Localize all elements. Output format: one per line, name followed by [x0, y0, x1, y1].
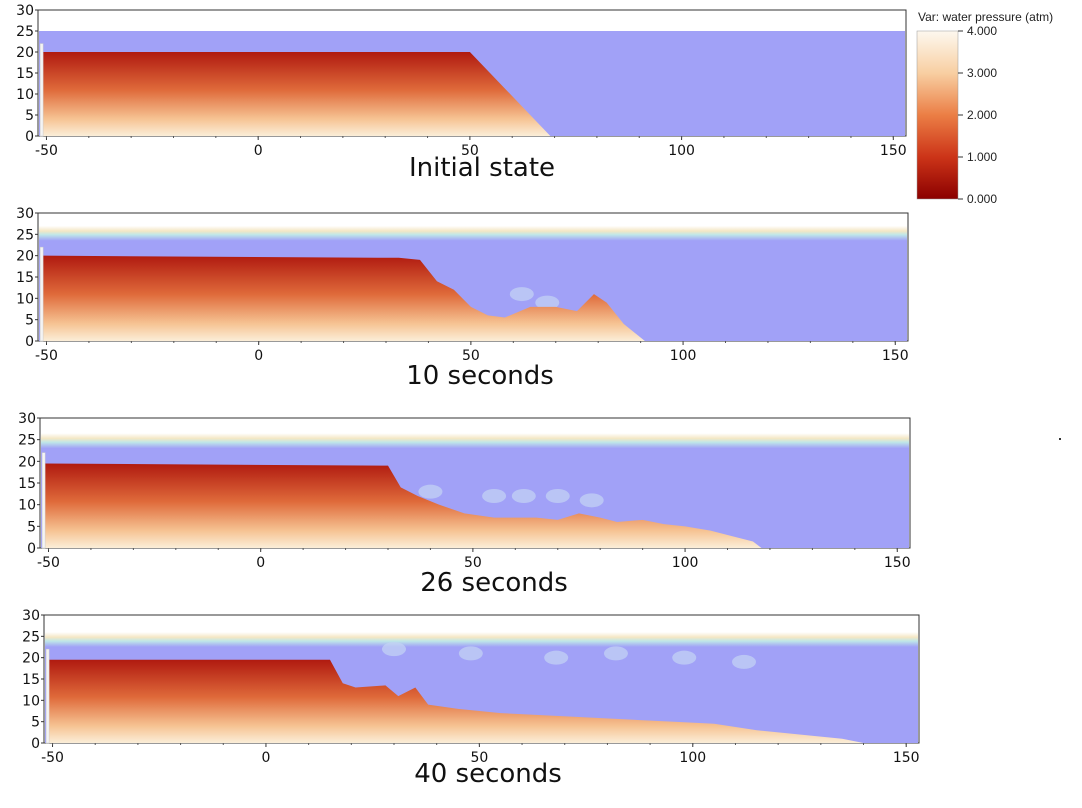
x-tick-label: 100: [672, 555, 699, 571]
y-tick-label: 15: [18, 476, 36, 492]
panel-caption-initial: Initial state: [408, 153, 556, 183]
x-tick-label: 0: [261, 750, 270, 766]
retaining-wall: [39, 246, 44, 342]
turbulence-plume: [545, 489, 570, 503]
x-tick-label: 100: [679, 750, 706, 766]
dam-body: [42, 255, 645, 341]
y-tick-label: 10: [16, 87, 34, 103]
y-tick-label: 0: [25, 334, 34, 350]
y-tick-label: 0: [27, 541, 36, 557]
legend-tick-2: 2.000: [967, 108, 998, 122]
x-tick-label: 150: [884, 555, 911, 571]
turbulence-plume: [535, 295, 560, 310]
y-tick-label: 25: [16, 227, 34, 243]
retaining-wall: [39, 43, 44, 137]
y-tick-label: 10: [18, 498, 36, 514]
x-tick-label: -50: [35, 143, 58, 159]
turbulence-plume: [511, 489, 536, 503]
dam-body: [42, 52, 551, 136]
legend-title: Var: water pressure (atm): [918, 10, 1054, 24]
free-surface: [41, 433, 909, 449]
y-tick-label: 15: [16, 66, 34, 82]
panel-caption-40s: 40 seconds: [414, 759, 562, 789]
stray-dot: [1059, 438, 1061, 440]
x-tick-label: 50: [461, 143, 479, 159]
retaining-wall: [41, 452, 46, 549]
y-tick-label: 30: [22, 608, 40, 624]
x-tick-label: -50: [35, 348, 58, 364]
y-tick-label: 25: [16, 24, 34, 40]
colorbar: [916, 30, 963, 200]
x-tick-label: 50: [470, 750, 488, 766]
y-tick-label: 15: [22, 672, 40, 688]
y-tick-label: 5: [27, 519, 36, 535]
free-surface: [39, 225, 907, 241]
x-tick-label: 50: [464, 555, 482, 571]
turbulence-plume: [672, 650, 697, 665]
y-tick-label: 0: [31, 736, 40, 752]
turbulence-plume: [544, 650, 569, 665]
x-tick-label: -50: [37, 555, 60, 571]
x-tick-label: 0: [254, 348, 263, 364]
y-tick-label: 5: [25, 313, 34, 329]
turbulence-plume: [509, 287, 534, 302]
dam-body: [44, 463, 762, 548]
y-tick-label: 30: [18, 411, 36, 427]
x-tick-label: 0: [256, 555, 265, 571]
y-tick-label: 10: [22, 693, 40, 709]
x-tick-label: 100: [670, 348, 697, 364]
panel-caption-10s: 10 seconds: [406, 361, 554, 391]
y-tick-label: 15: [16, 270, 34, 286]
y-tick-label: 20: [16, 45, 34, 61]
y-tick-label: 20: [16, 249, 34, 265]
turbulence-plume: [732, 654, 756, 669]
x-tick-label: 50: [462, 348, 480, 364]
dam-body: [48, 659, 864, 743]
y-tick-label: 30: [16, 3, 34, 19]
turbulence-plume: [482, 489, 507, 503]
y-tick-label: 25: [18, 433, 36, 449]
x-tick-label: 150: [880, 143, 907, 159]
x-tick-label: 100: [668, 143, 695, 159]
y-tick-label: 20: [18, 454, 36, 470]
y-tick-label: 5: [25, 108, 34, 124]
legend-tick-3: 3.000: [967, 66, 998, 80]
y-tick-label: 20: [22, 651, 40, 667]
legend-tick-4: 4.000: [967, 24, 998, 38]
y-tick-label: 30: [16, 206, 34, 222]
panel-caption-26s: 26 seconds: [420, 568, 568, 598]
turbulence-plume: [418, 484, 443, 499]
x-tick-label: 0: [254, 143, 263, 159]
turbulence-plume: [382, 642, 406, 657]
turbulence-plume: [458, 646, 483, 661]
x-tick-label: 150: [893, 750, 920, 766]
legend-tick-0: 0.000: [967, 192, 998, 206]
free-surface: [45, 632, 918, 647]
y-tick-label: 10: [16, 291, 34, 307]
turbulence-plume: [603, 646, 628, 661]
y-tick-label: 5: [31, 715, 40, 731]
turbulence-plume: [579, 493, 604, 508]
y-tick-label: 0: [25, 129, 34, 145]
x-tick-label: -50: [41, 750, 64, 766]
retaining-wall: [45, 648, 50, 744]
y-tick-label: 25: [22, 629, 40, 645]
legend-tick-1: 1.000: [967, 150, 998, 164]
x-tick-label: 150: [882, 348, 909, 364]
